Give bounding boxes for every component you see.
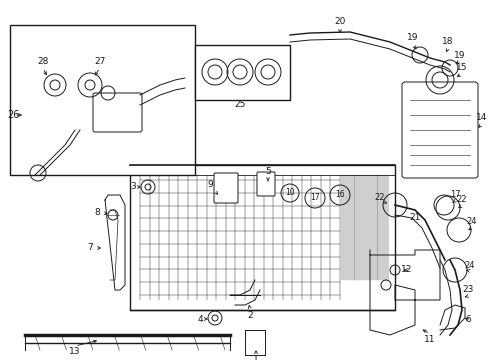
Text: 27: 27 xyxy=(94,58,105,67)
Text: 5: 5 xyxy=(264,167,270,176)
Text: 22: 22 xyxy=(374,193,385,202)
Text: 18: 18 xyxy=(441,37,453,46)
Text: 14: 14 xyxy=(475,113,487,122)
Text: 3: 3 xyxy=(130,183,136,192)
FancyBboxPatch shape xyxy=(93,93,142,132)
Text: 19: 19 xyxy=(453,50,465,59)
Text: 2: 2 xyxy=(246,310,252,320)
Text: 25: 25 xyxy=(234,100,245,109)
Text: 11: 11 xyxy=(424,336,435,345)
Text: 6: 6 xyxy=(464,315,470,324)
Text: 7: 7 xyxy=(87,243,93,252)
Text: 13: 13 xyxy=(69,347,81,356)
Bar xyxy=(130,165,394,310)
Text: 15: 15 xyxy=(455,63,467,72)
Text: 19: 19 xyxy=(407,33,418,42)
Text: 28: 28 xyxy=(37,58,49,67)
Text: 16: 16 xyxy=(334,190,344,199)
Text: 23: 23 xyxy=(461,285,473,294)
Text: 17: 17 xyxy=(449,190,459,199)
Text: 20: 20 xyxy=(334,18,345,27)
Text: 10: 10 xyxy=(285,189,294,198)
FancyBboxPatch shape xyxy=(214,173,238,203)
Text: 21: 21 xyxy=(408,213,420,222)
Text: 26: 26 xyxy=(7,110,20,120)
FancyBboxPatch shape xyxy=(401,82,477,178)
Text: 8: 8 xyxy=(94,208,100,217)
Text: 4: 4 xyxy=(197,315,203,324)
Bar xyxy=(10,25,195,175)
Text: 22: 22 xyxy=(456,195,467,204)
Text: 12: 12 xyxy=(401,265,412,274)
Bar xyxy=(195,45,289,100)
Text: 24: 24 xyxy=(464,261,474,270)
Text: 1: 1 xyxy=(253,355,258,360)
FancyBboxPatch shape xyxy=(257,172,274,196)
Text: 24: 24 xyxy=(466,217,476,226)
Text: 9: 9 xyxy=(207,180,212,189)
Text: 17: 17 xyxy=(309,193,319,202)
